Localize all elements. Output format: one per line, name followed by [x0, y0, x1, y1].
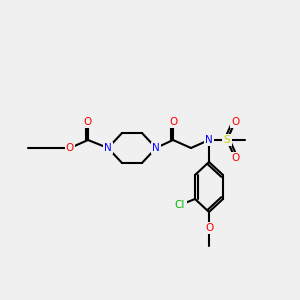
Text: O: O [66, 143, 74, 153]
Text: N: N [205, 135, 213, 145]
Text: O: O [84, 117, 92, 127]
Text: S: S [224, 135, 230, 145]
Text: N: N [152, 143, 160, 153]
Text: O: O [231, 153, 239, 163]
Text: O: O [205, 223, 213, 233]
Text: O: O [231, 117, 239, 127]
Text: N: N [104, 143, 112, 153]
Text: Cl: Cl [175, 200, 185, 210]
Text: O: O [169, 117, 177, 127]
